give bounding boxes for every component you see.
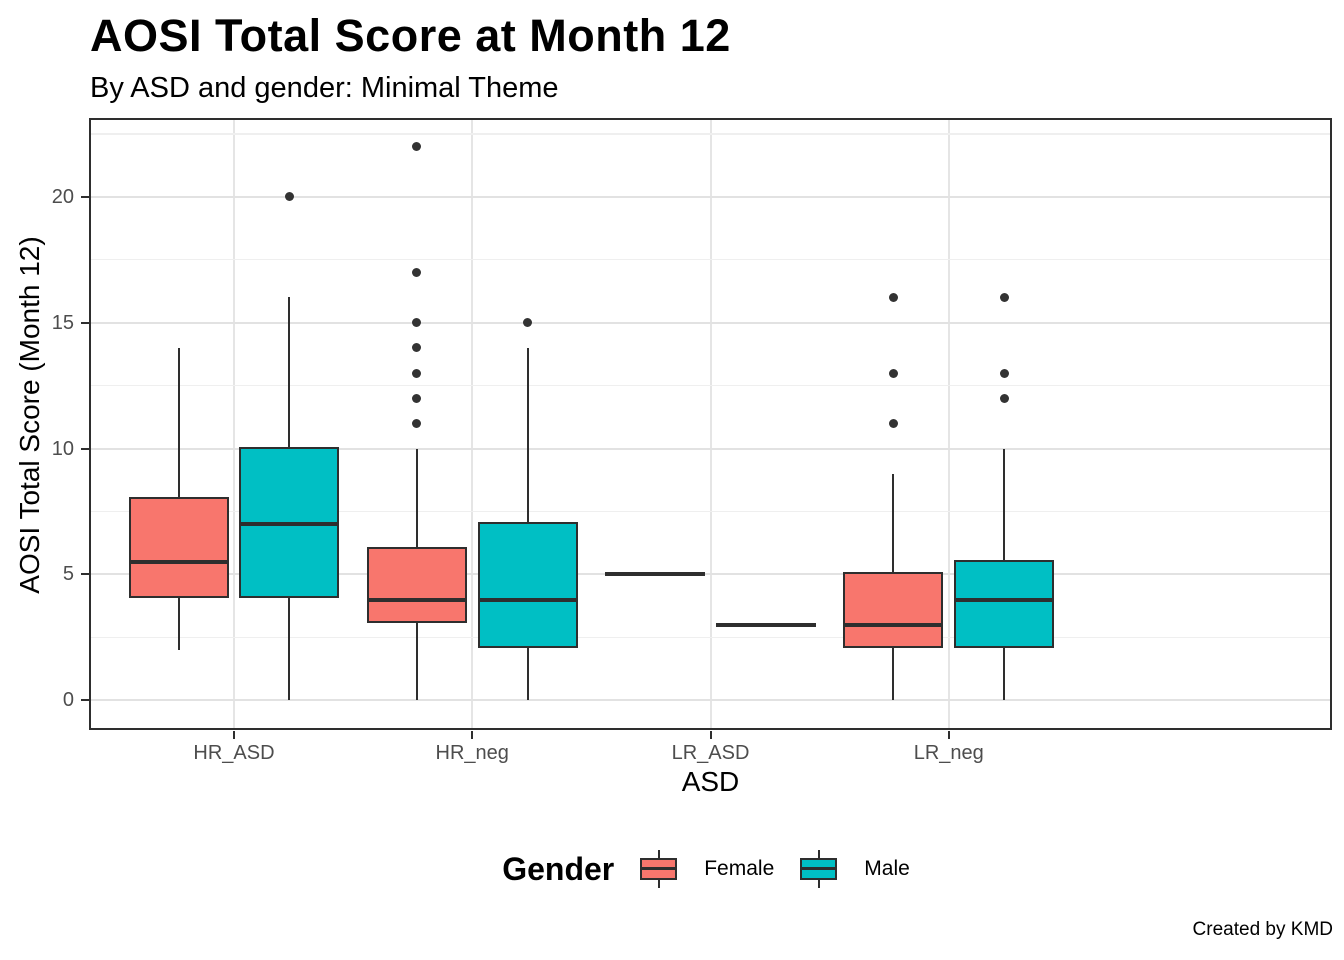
gridline-major bbox=[91, 573, 1330, 576]
boxplot-median bbox=[605, 572, 706, 577]
legend-key bbox=[640, 850, 678, 888]
legend-key bbox=[800, 850, 838, 888]
boxplot-median bbox=[843, 622, 944, 627]
x-tick-label: HR_ASD bbox=[193, 742, 275, 764]
gridline-minor bbox=[91, 510, 1330, 513]
gridline-vertical bbox=[709, 120, 712, 728]
legend: Gender Female Male bbox=[0, 842, 1344, 896]
outlier-point bbox=[412, 141, 422, 151]
outlier-point bbox=[999, 393, 1009, 403]
y-tick-mark bbox=[81, 321, 89, 324]
y-tick-mark bbox=[81, 573, 89, 576]
gridline-vertical bbox=[232, 120, 235, 728]
boxplot-box bbox=[128, 496, 229, 598]
legend-key-median-line bbox=[800, 867, 838, 870]
plot-title: AOSI Total Score at Month 12 bbox=[90, 10, 731, 61]
boxplot-median bbox=[128, 559, 229, 564]
legend-items: Female Male bbox=[640, 850, 910, 888]
panel bbox=[89, 118, 1332, 730]
outlier-point bbox=[284, 192, 294, 202]
y-tick-label: 0 bbox=[62, 689, 74, 712]
x-tick-mark bbox=[947, 731, 950, 739]
outlier-point bbox=[999, 292, 1009, 302]
plot-caption: Created by KMD bbox=[1192, 919, 1333, 940]
outlier-point bbox=[888, 368, 898, 378]
gridline-minor bbox=[91, 636, 1330, 639]
outlier-point bbox=[412, 418, 422, 428]
y-axis-title: AOSI Total Score (Month 12) bbox=[14, 236, 45, 594]
x-tick-label: LR_neg bbox=[913, 742, 984, 764]
boxplot-box bbox=[477, 522, 578, 648]
gridline-major bbox=[91, 447, 1330, 450]
y-tick-mark bbox=[81, 447, 89, 450]
gridline-major bbox=[91, 195, 1330, 198]
legend-label: Female bbox=[704, 857, 775, 880]
outlier-point bbox=[412, 393, 422, 403]
boxplot-median bbox=[715, 622, 816, 627]
legend-item: Male bbox=[800, 850, 910, 888]
boxplot-median bbox=[954, 597, 1055, 602]
y-tick-mark bbox=[81, 699, 89, 702]
gridline-minor bbox=[91, 258, 1330, 261]
y-tick-label: 15 bbox=[51, 311, 74, 334]
y-tick-label: 10 bbox=[51, 437, 74, 460]
boxplot-box bbox=[366, 547, 467, 623]
boxplot-box bbox=[843, 572, 944, 648]
boxplot-box bbox=[954, 559, 1055, 648]
y-tick-label: 5 bbox=[62, 563, 74, 586]
gridline-major bbox=[91, 699, 1330, 702]
outlier-point bbox=[523, 318, 533, 328]
gridline-minor bbox=[91, 133, 1330, 135]
gridline-vertical bbox=[471, 120, 474, 728]
x-tick-mark bbox=[709, 731, 712, 739]
legend-item: Female bbox=[640, 850, 774, 888]
gridline-major bbox=[91, 321, 1330, 324]
boxplot-box bbox=[239, 446, 340, 598]
boxplot-median bbox=[239, 522, 340, 527]
legend-label: Male bbox=[864, 857, 910, 880]
outlier-point bbox=[888, 418, 898, 428]
x-axis-title: ASD bbox=[681, 766, 740, 797]
y-tick-mark bbox=[81, 195, 89, 198]
x-tick-label: LR_ASD bbox=[671, 742, 750, 764]
boxplot-median bbox=[477, 597, 578, 602]
x-tick-label: HR_neg bbox=[435, 742, 509, 764]
plot-subtitle: By ASD and gender: Minimal Theme bbox=[90, 72, 559, 104]
outlier-point bbox=[412, 318, 422, 328]
outlier-point bbox=[999, 368, 1009, 378]
outlier-point bbox=[412, 368, 422, 378]
legend-key-median-line bbox=[640, 867, 678, 870]
gridline-minor bbox=[91, 384, 1330, 387]
y-tick-label: 20 bbox=[51, 185, 74, 208]
gridline-vertical bbox=[947, 120, 950, 728]
x-tick-mark bbox=[471, 731, 474, 739]
boxplot-median bbox=[366, 597, 467, 602]
outlier-point bbox=[412, 343, 422, 353]
x-tick-mark bbox=[232, 731, 235, 739]
outlier-point bbox=[412, 267, 422, 277]
outlier-point bbox=[888, 292, 898, 302]
legend-title: Gender bbox=[502, 850, 615, 887]
